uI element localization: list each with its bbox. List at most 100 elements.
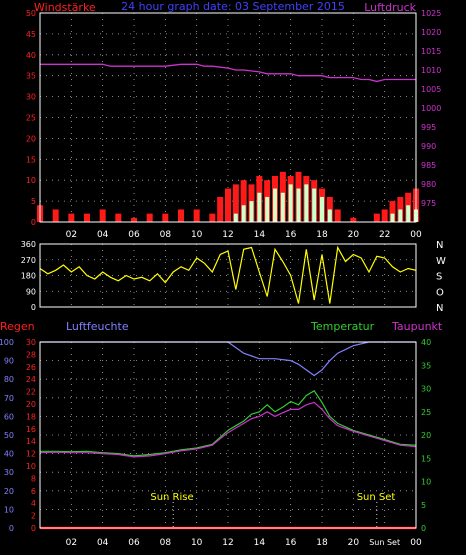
gust-bar: [241, 205, 246, 222]
rain-tick-label: 30: [26, 338, 36, 347]
sunrise-label: Sun Rise: [150, 492, 193, 503]
temperature-tick-label: 5: [421, 501, 426, 510]
wind-tick-label: 15: [26, 155, 36, 164]
plot-frame: [39, 12, 417, 223]
wind-pressure-panel: 0510152025303540455097598098599099510001…: [26, 9, 442, 240]
temperature-line: [40, 389, 417, 457]
x-tick-label: 18: [316, 538, 328, 548]
x-tick-label: 04: [97, 230, 109, 240]
x-tick-label: 14: [254, 230, 266, 240]
x-tick-label: 10: [191, 538, 203, 548]
plot-frame: [39, 341, 417, 529]
wind-bar: [146, 213, 153, 222]
compass-label: N: [436, 240, 443, 251]
wind-bar: [232, 184, 239, 222]
temperature-tick-label: 15: [421, 454, 431, 463]
x-tick-label: 02: [66, 538, 77, 548]
temperature-axis-title: Temperatur: [310, 320, 375, 333]
humidity-tick-label: 0: [9, 524, 14, 533]
wind-tick-label: 30: [26, 93, 36, 102]
pressure-tick-label: 980: [421, 180, 436, 189]
rain-tick-label: 20: [26, 400, 36, 409]
compass-label: S: [436, 272, 442, 283]
dewpoint-line: [39, 401, 417, 458]
temperature-tick-label: 0: [421, 524, 426, 533]
wind-bar: [240, 180, 247, 222]
gust-bar: [296, 188, 301, 222]
wind-bar: [99, 209, 106, 222]
x-tick-label: 16: [285, 230, 297, 240]
rain-tick-label: 2: [31, 512, 36, 521]
wind-bar: [209, 213, 216, 222]
x-tick-label: 04: [97, 538, 109, 548]
wind-bar: [52, 209, 59, 222]
temperature-tick-label: 25: [421, 408, 431, 417]
temperature-tick-label: 35: [421, 361, 431, 370]
gust-bar: [406, 205, 411, 222]
gust-bar: [280, 192, 285, 222]
wind-bar: [225, 188, 231, 222]
x-tick-label: 02: [66, 230, 77, 240]
chart-title: 24 hour graph date: 03 September 2015: [121, 0, 345, 13]
pressure-tick-label: 1025: [421, 9, 441, 18]
pressure-tick-label: 1005: [421, 85, 441, 94]
wind-bar: [68, 213, 75, 222]
gust-bar: [327, 209, 332, 222]
gust-bar: [233, 213, 238, 222]
gust-bar: [257, 192, 262, 222]
wind-tick-label: 0: [31, 218, 36, 227]
pressure-tick-label: 995: [421, 123, 436, 132]
gust-bar: [320, 196, 324, 222]
pressure-tick-label: 985: [421, 161, 436, 170]
wind-bar: [178, 209, 184, 222]
pressure-tick-label: 990: [421, 142, 436, 151]
wind-axis-title: Windstärke: [34, 1, 96, 14]
x-tick-label: Sun Set: [369, 538, 400, 547]
rain-tick-label: 0: [31, 524, 36, 533]
x-tick-label: 00: [410, 230, 422, 240]
wind-bar: [350, 217, 357, 222]
wind-bar: [84, 213, 90, 222]
gust-bar: [312, 188, 317, 222]
compass-label: N: [436, 303, 443, 314]
x-tick-label: 08: [160, 538, 172, 548]
humidity-tick-label: 40: [4, 450, 14, 459]
wind-tick-label: 10: [26, 176, 36, 185]
x-tick-label: 16: [285, 538, 297, 548]
pressure-tick-label: 1020: [421, 28, 441, 37]
x-tick-label: 22: [379, 230, 390, 240]
wind-bar: [217, 196, 224, 222]
compass-label: O: [436, 287, 444, 298]
humidity-tick-label: 100: [0, 338, 14, 347]
gust-bar: [265, 196, 270, 222]
wind-bar: [326, 196, 333, 222]
gust-bar: [390, 213, 395, 222]
temperature-tick-label: 30: [421, 385, 431, 394]
direction-tick-label: 0: [31, 303, 36, 312]
humidity-tick-label: 70: [4, 394, 14, 403]
gust-bar: [288, 184, 293, 222]
humidity-tick-label: 30: [4, 468, 14, 477]
x-tick-label: 18: [316, 230, 328, 240]
wind-bar: [115, 213, 122, 222]
humidity-tick-label: 20: [4, 487, 14, 496]
wind-tick-label: 35: [26, 72, 36, 81]
wind-bar: [381, 209, 388, 222]
plot-frame: [39, 243, 417, 308]
gust-bar: [398, 209, 403, 222]
gust-bar: [249, 201, 254, 222]
x-tick-label: 12: [222, 538, 233, 548]
temperature-tick-label: 20: [421, 431, 431, 440]
pressure-axis-title: Luftdruck: [364, 1, 416, 14]
rain-tick-label: 28: [26, 350, 36, 359]
x-tick-label: 12: [222, 230, 233, 240]
wind-bar: [389, 201, 396, 222]
pressure-tick-label: 1015: [421, 47, 441, 56]
wind-bar: [373, 213, 380, 222]
x-tick-label: 06: [128, 538, 140, 548]
direction-tick-label: 90: [26, 287, 36, 296]
x-tick-label: 10: [191, 230, 203, 240]
compass-label: W: [436, 256, 446, 267]
